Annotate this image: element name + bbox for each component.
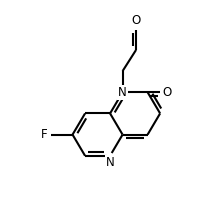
Text: F: F xyxy=(41,128,47,141)
Text: N: N xyxy=(118,86,127,99)
Text: O: O xyxy=(162,86,171,99)
Text: O: O xyxy=(131,14,141,27)
Text: N: N xyxy=(106,156,114,169)
